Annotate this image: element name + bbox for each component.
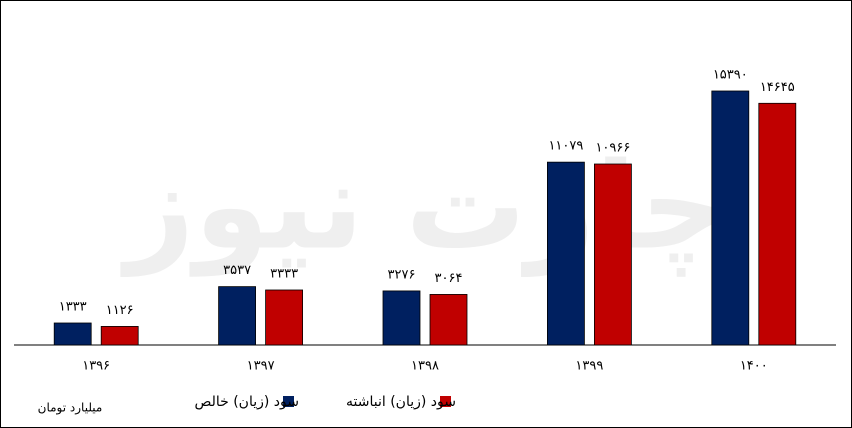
x-tick-label: ۱۳۹۶ (82, 359, 110, 374)
data-label: ۱۳۳۳ (59, 299, 87, 314)
x-tick-label: ۱۳۹۹ (575, 359, 603, 374)
data-label: ۳۳۳۳ (270, 266, 298, 281)
x-tick-label: ۱۴۰۰ (740, 359, 768, 374)
bar (382, 290, 421, 346)
bar (100, 326, 139, 346)
x-tick-label: ۱۳۹۷ (247, 359, 275, 374)
data-label: ۱۱۲۶ (106, 303, 134, 318)
watermark: چارت نیوز (120, 138, 726, 277)
bar (758, 102, 797, 346)
data-label: ۱۴۶۴۵ (760, 80, 795, 95)
bar (711, 90, 750, 346)
legend-swatch (283, 396, 294, 407)
data-label: ۳۵۳۷ (223, 263, 251, 278)
data-label: ۳۲۷۶ (388, 267, 416, 282)
unit-label: میلیارد تومان (38, 401, 103, 416)
data-label: ۱۵۳۹۰ (713, 68, 748, 83)
legend-swatch (440, 396, 451, 407)
bar (429, 294, 468, 346)
bar (53, 322, 92, 346)
bar (547, 161, 585, 346)
bar (218, 286, 257, 346)
data-label: ۱۰۹۶۶ (595, 141, 630, 156)
data-label: ۱۱۰۷۹ (548, 139, 583, 154)
x-tick-label: ۱۳۹۸ (411, 359, 439, 374)
legend-label: سود (زیان) خالص (194, 394, 299, 410)
bar (265, 289, 304, 346)
bar (594, 163, 632, 346)
data-label: ۳۰۶۴ (435, 271, 463, 286)
legend-label: سود (زیان) انباشته (346, 394, 456, 410)
